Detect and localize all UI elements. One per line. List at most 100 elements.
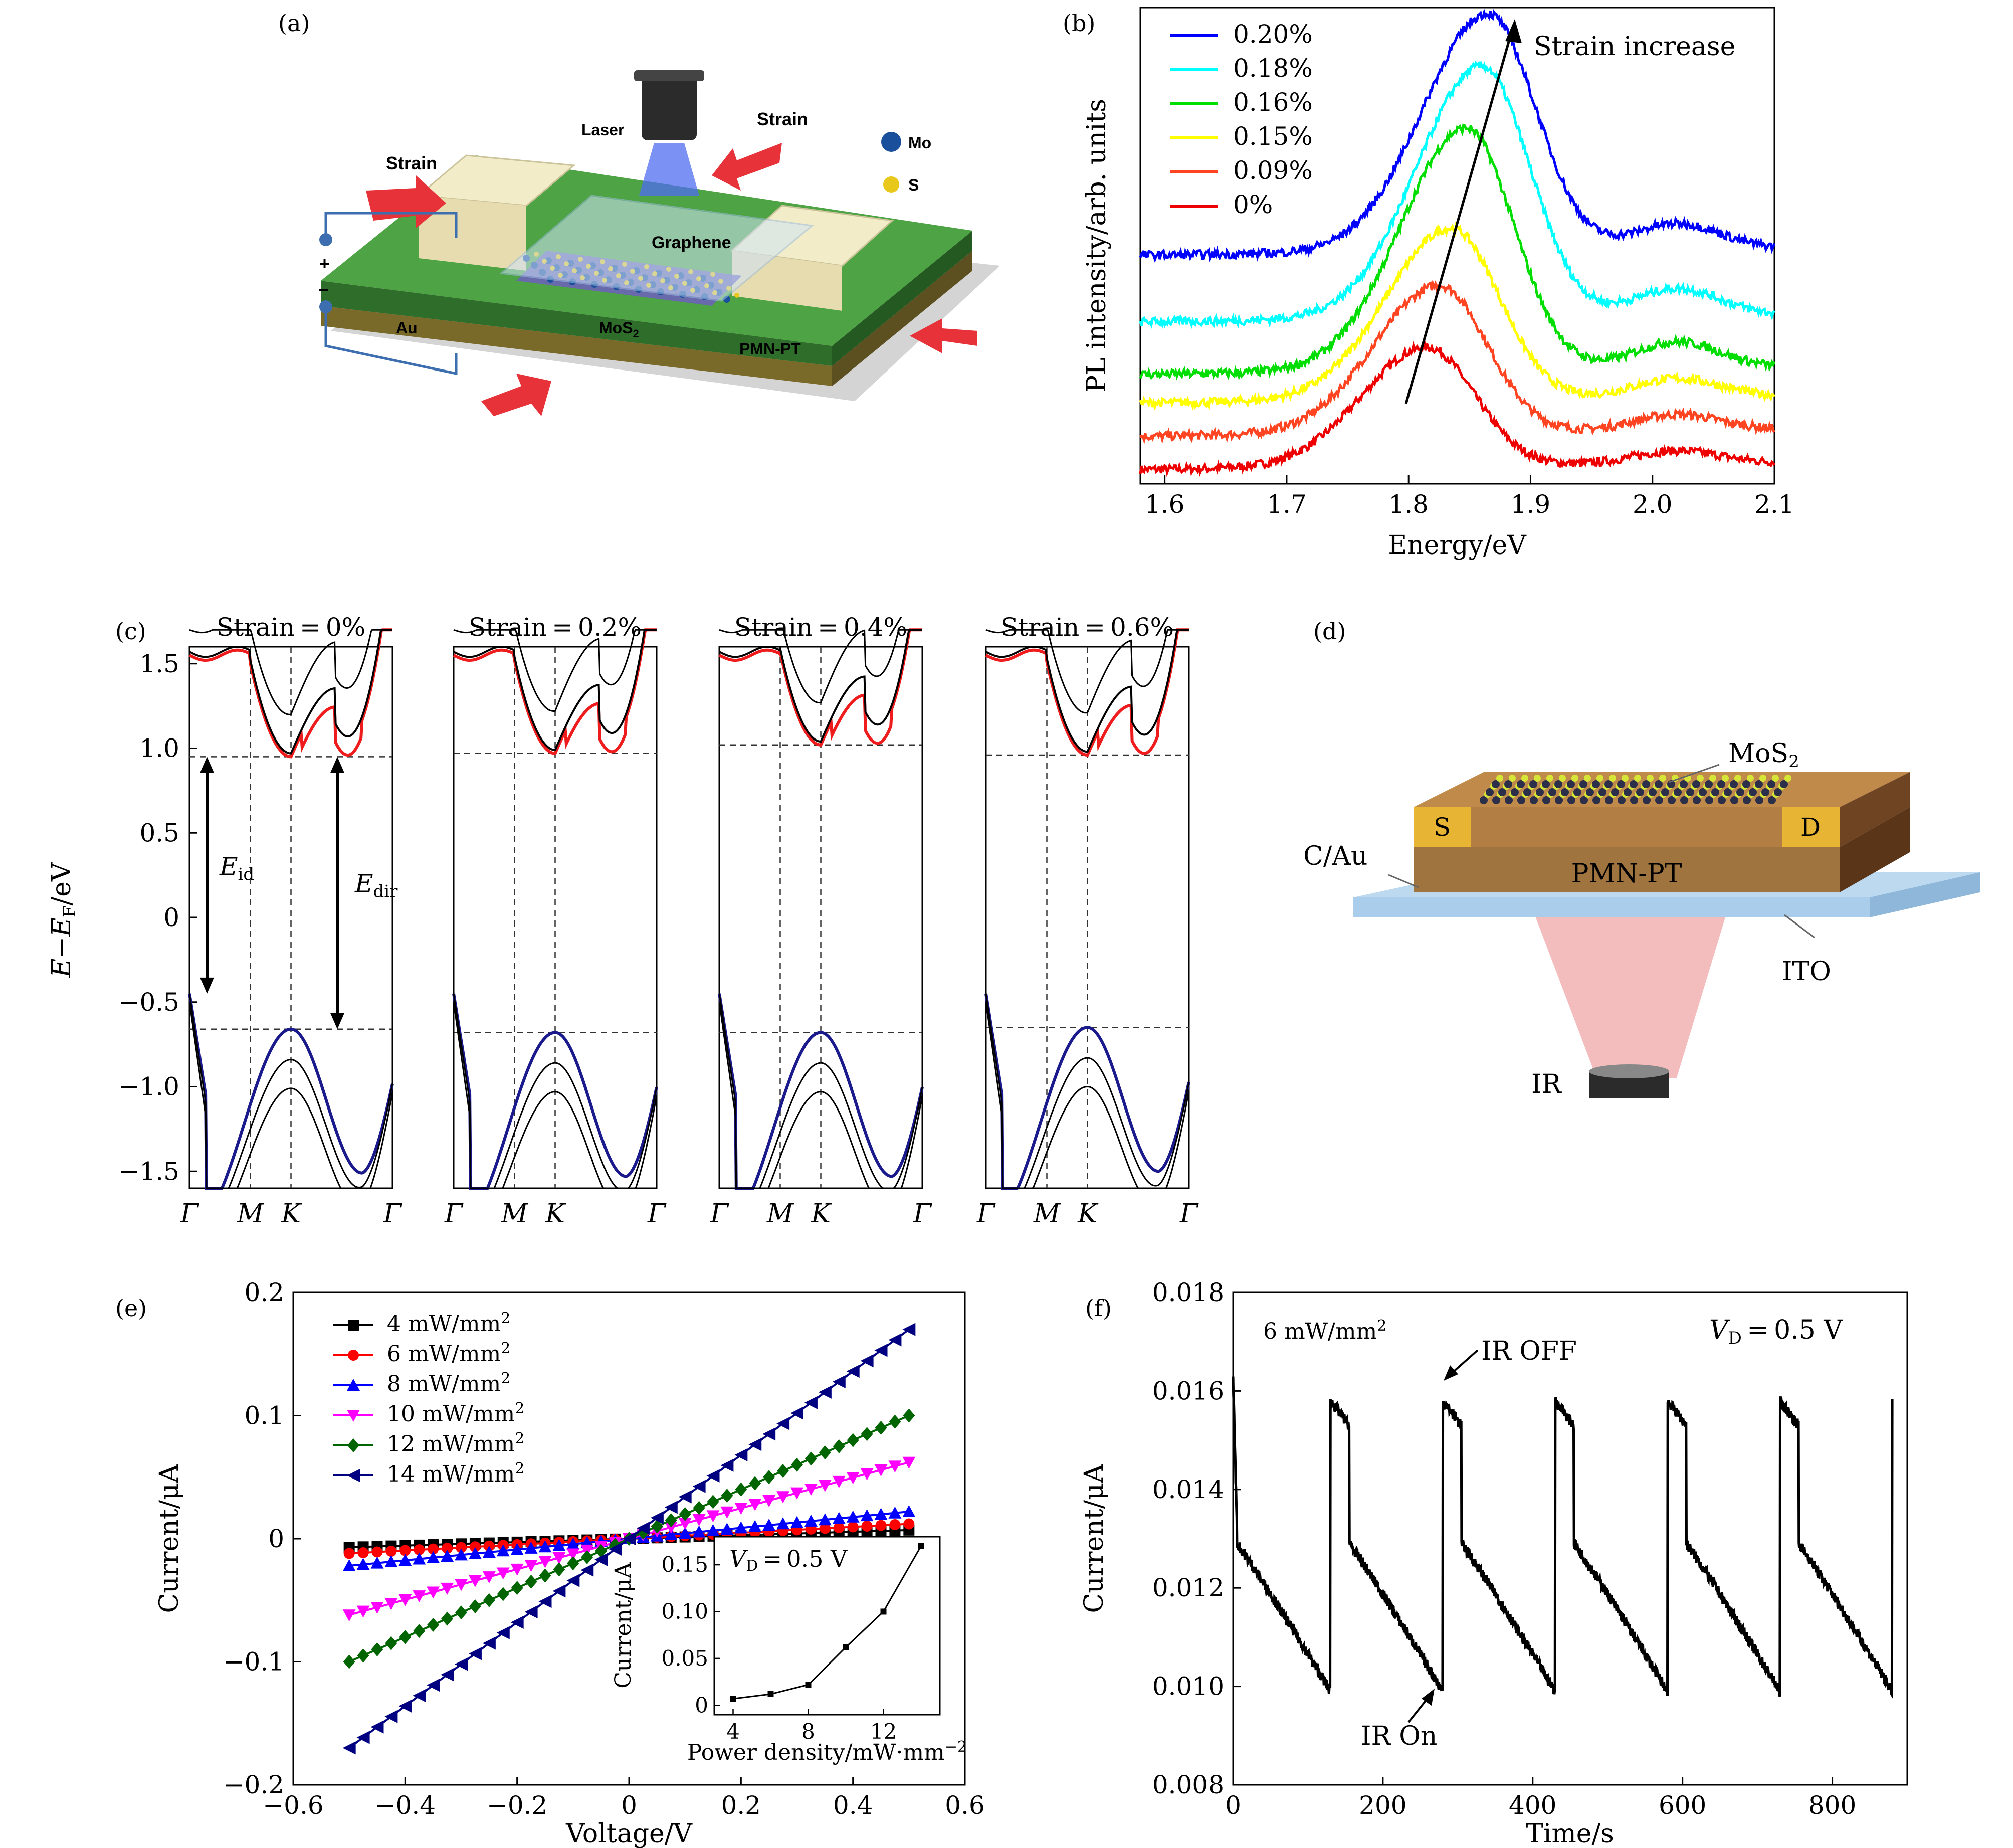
plot-e-ylabel: Current/μA <box>154 1463 184 1613</box>
ir-on-arrowhead <box>1422 1689 1435 1706</box>
marker-triangle-up <box>510 1543 524 1555</box>
marker-triangle-left <box>692 1480 706 1493</box>
kpoint-label: K <box>281 1199 302 1229</box>
marker-triangle-up <box>356 1558 370 1570</box>
legend-text: 8 mW/mm <box>387 1371 501 1397</box>
marker-triangle-left <box>455 1657 468 1671</box>
legend-label: 8 mW/mm2 <box>387 1370 510 1397</box>
legend-sup: 2 <box>501 1340 510 1357</box>
mo-atom <box>1529 780 1537 788</box>
mo-atom <box>1523 788 1531 796</box>
marker-circle <box>442 1543 453 1554</box>
pmn-pt-label-a: PMN-PT <box>739 340 801 358</box>
edir-arrow-head-bottom <box>330 1013 344 1029</box>
marker-triangle-up <box>384 1555 398 1567</box>
inset-point <box>918 1543 924 1549</box>
marker-diamond <box>735 1482 747 1497</box>
inset-vd-label: VD = 0.5 V <box>729 1545 848 1575</box>
mo-atom <box>1655 796 1663 804</box>
ito-label: ITO <box>1782 957 1831 987</box>
ir-on-arrow <box>1407 1696 1430 1723</box>
legend-label: 14 mW/mm2 <box>387 1460 524 1487</box>
laser-label: Laser <box>581 121 624 139</box>
marker-circle <box>456 1542 467 1553</box>
legend-label: 0.09% <box>1233 156 1313 185</box>
plot-f-area <box>1232 1376 1894 1699</box>
marker-triangle-left <box>790 1406 803 1420</box>
marker-triangle-left <box>706 1469 720 1483</box>
marker-triangle-left <box>860 1354 874 1368</box>
ytick-label: 0.1 <box>244 1401 284 1430</box>
plot-f-xlabel: Time/s <box>1526 1819 1614 1848</box>
laser-beam <box>639 143 699 196</box>
kpoint-label: M <box>1033 1199 1061 1229</box>
marker-circle <box>889 1519 901 1531</box>
mo-atom <box>1630 780 1638 788</box>
graphene-label: Graphene <box>652 233 731 252</box>
ytick-label: 0.2 <box>244 1278 284 1307</box>
plot-b-xticks: 1.6 1.7 1.8 1.9 2.0 2.1 <box>1145 475 1794 519</box>
circuit-wire-lower <box>324 308 458 376</box>
marker-diamond <box>539 1568 551 1583</box>
legend-label: 4 mW/mm2 <box>387 1310 510 1337</box>
marker-triangle-down <box>510 1563 524 1576</box>
panel-b-label: (b) <box>1063 10 1095 37</box>
inset-ytick-label: 0.10 <box>661 1599 708 1623</box>
mo-atom <box>1693 796 1701 804</box>
mo-atom <box>1636 788 1644 796</box>
mo-atom <box>1580 796 1588 804</box>
marker-triangle-left <box>888 1333 902 1347</box>
marker-triangle-left <box>468 1647 482 1660</box>
marker-triangle-left <box>398 1699 412 1713</box>
edir-sub: dir <box>373 881 398 901</box>
panel-a-schematic: (a) Graphene Laser Strain Strain <box>278 10 1000 416</box>
mo-atom <box>1611 788 1619 796</box>
pmn-pt-substrate-side <box>321 281 832 366</box>
marker-diamond <box>861 1427 873 1441</box>
marker-diamond <box>791 1457 803 1472</box>
marker-triangle-up <box>664 1528 678 1540</box>
s-atom <box>1709 775 1716 782</box>
ito-side <box>1870 872 1980 917</box>
mo-atom <box>1586 788 1594 796</box>
kpoint-label: Γ <box>383 1199 402 1229</box>
pmn-pt-label-d: PMN-PT <box>1571 859 1682 889</box>
legend-text: 14 mW/mm <box>387 1461 515 1487</box>
marker-triangle-down <box>552 1552 566 1565</box>
marker-diamond <box>749 1476 761 1491</box>
mo-atom <box>1642 780 1650 788</box>
mo-atom <box>1542 796 1550 804</box>
marker-triangle-left <box>427 1679 440 1692</box>
mo-atom <box>1705 796 1713 804</box>
inset-point <box>805 1682 812 1688</box>
mo-atom <box>1517 780 1525 788</box>
mo-atom <box>1668 796 1676 804</box>
marker-circle <box>861 1520 873 1532</box>
marker-triangle-down <box>342 1609 356 1622</box>
pl-series-0.09% <box>1139 279 1776 444</box>
legend-text: 4 mW/mm <box>387 1311 501 1337</box>
marker-diamond <box>497 1587 509 1601</box>
ytick-label: 1.0 <box>139 734 179 763</box>
marker-triangle-down <box>818 1480 832 1492</box>
ytick-label: −0.1 <box>224 1647 284 1677</box>
kpoint-label: K <box>1077 1199 1099 1229</box>
marker-triangle-down <box>566 1548 580 1561</box>
mo-atom <box>1561 788 1569 796</box>
marker-triangle-left <box>846 1365 860 1378</box>
panel-d-device-schematic: (d) IR PMN-PT S D MoS2 C/Au ITO <box>1303 618 1980 1099</box>
kpoint-label: K <box>545 1199 566 1229</box>
s-atom <box>1647 775 1654 782</box>
mo-atom <box>1718 796 1726 804</box>
panel-c-label: (c) <box>115 618 146 645</box>
mo-legend-label: Mo <box>908 134 931 152</box>
marker-triangle-left <box>664 1501 678 1514</box>
inset-xtick-label: 8 <box>801 1719 815 1744</box>
marker-diamond <box>581 1550 593 1564</box>
marker-triangle-down <box>538 1556 552 1568</box>
ir-beam <box>1534 912 1727 1078</box>
circuit-terminal-plus <box>319 233 332 246</box>
plot-e-xlabel: Voltage/V <box>565 1819 693 1848</box>
